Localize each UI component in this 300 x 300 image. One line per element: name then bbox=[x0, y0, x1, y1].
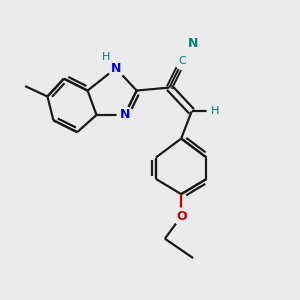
Text: N: N bbox=[188, 37, 198, 50]
Text: N: N bbox=[111, 62, 121, 75]
Text: N: N bbox=[119, 108, 130, 122]
Text: H: H bbox=[211, 106, 220, 116]
Text: H: H bbox=[102, 52, 110, 62]
Text: C: C bbox=[179, 56, 187, 66]
Text: O: O bbox=[176, 210, 187, 223]
